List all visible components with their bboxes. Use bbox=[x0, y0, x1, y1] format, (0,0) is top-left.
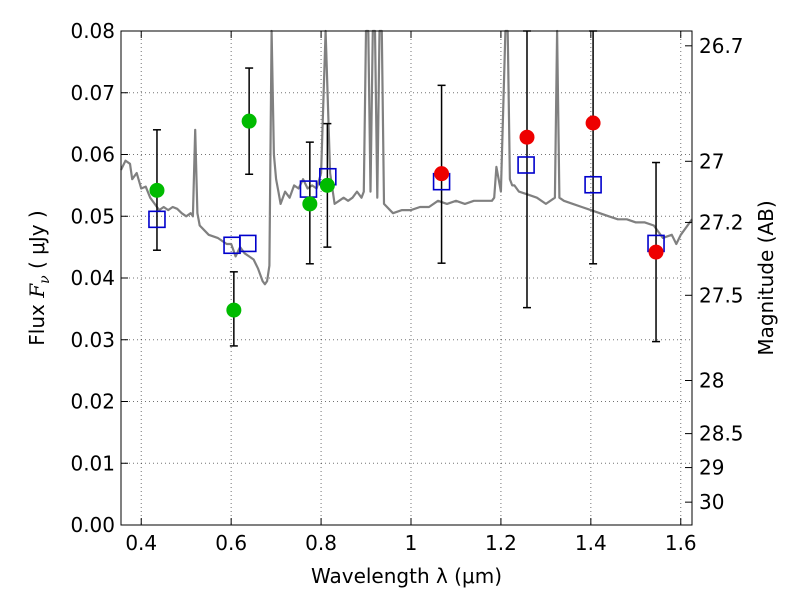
ticks: 0.4 0.6 0.8 1 1.2 1.4 1.6 0.00 0.01 0.02 0.03 0.04 0… bbox=[70, 19, 743, 555]
observed-point bbox=[585, 115, 601, 131]
observed-point bbox=[648, 244, 664, 260]
observed-point bbox=[519, 129, 535, 145]
x-tick-label: 1 bbox=[405, 531, 418, 555]
y-axis-label: Flux Fν ( μJy ) bbox=[25, 210, 53, 345]
observed-point bbox=[434, 166, 450, 182]
y-tick-label: 0.03 bbox=[70, 328, 115, 352]
observed-point bbox=[319, 177, 335, 193]
observed-photometry-layer bbox=[149, 113, 664, 318]
x-tick-label: 0.8 bbox=[305, 531, 337, 555]
errorbar-layer bbox=[152, 30, 661, 347]
observed-point bbox=[149, 182, 165, 198]
model-photometry-box bbox=[584, 175, 602, 194]
model-photometry-box bbox=[238, 234, 257, 253]
right-y-axis-label: Magnitude (AB) bbox=[754, 200, 778, 355]
y-tick-label: 0.06 bbox=[70, 143, 115, 167]
model-photometry-box bbox=[517, 156, 535, 174]
right-y-tick-label: 27.2 bbox=[699, 210, 744, 234]
y-tick-label: 0.01 bbox=[70, 451, 115, 475]
right-y-tick-label: 27 bbox=[699, 149, 724, 173]
right-y-tick-label: 28 bbox=[699, 369, 724, 393]
y-tick-label: 0.08 bbox=[70, 19, 115, 43]
x-tick-label: 1.6 bbox=[665, 531, 697, 555]
y-tick-label: 0.04 bbox=[70, 266, 115, 290]
plot-frame bbox=[120, 30, 693, 526]
observed-point bbox=[241, 113, 257, 129]
x-tick-label: 0.6 bbox=[215, 531, 247, 555]
x-tick-label: 1.2 bbox=[485, 531, 517, 555]
y-tick-label: 0.07 bbox=[70, 81, 115, 105]
right-y-tick-label: 28.5 bbox=[699, 422, 744, 446]
y-axis-label-suffix: ( μJy ) bbox=[25, 210, 49, 275]
right-y-tick-label: 26.7 bbox=[699, 34, 744, 58]
model-spectrum-layer bbox=[120, 29, 693, 286]
y-axis-label-subscript: ν bbox=[37, 275, 53, 284]
observed-point bbox=[226, 302, 242, 318]
model-photometry-layer bbox=[148, 156, 665, 255]
right-y-tick-label: 27.5 bbox=[699, 283, 744, 307]
y-axis-label-prefix: Flux bbox=[25, 298, 49, 346]
model-spectrum-line bbox=[120, 29, 693, 286]
right-y-tick-label: 30 bbox=[699, 490, 724, 514]
y-tick-label: 0.00 bbox=[70, 513, 115, 537]
grid bbox=[121, 30, 692, 526]
x-tick-label: 0.4 bbox=[125, 531, 157, 555]
x-axis-label: Wavelength λ (μm) bbox=[311, 564, 502, 588]
observed-point bbox=[302, 196, 318, 212]
y-tick-label: 0.05 bbox=[70, 204, 115, 228]
x-tick-label: 1.4 bbox=[575, 531, 607, 555]
right-y-tick-label: 29 bbox=[699, 456, 724, 480]
y-axis-label-symbol: F bbox=[25, 283, 49, 299]
y-tick-label: 0.02 bbox=[70, 390, 115, 414]
model-photometry-box bbox=[148, 210, 166, 229]
